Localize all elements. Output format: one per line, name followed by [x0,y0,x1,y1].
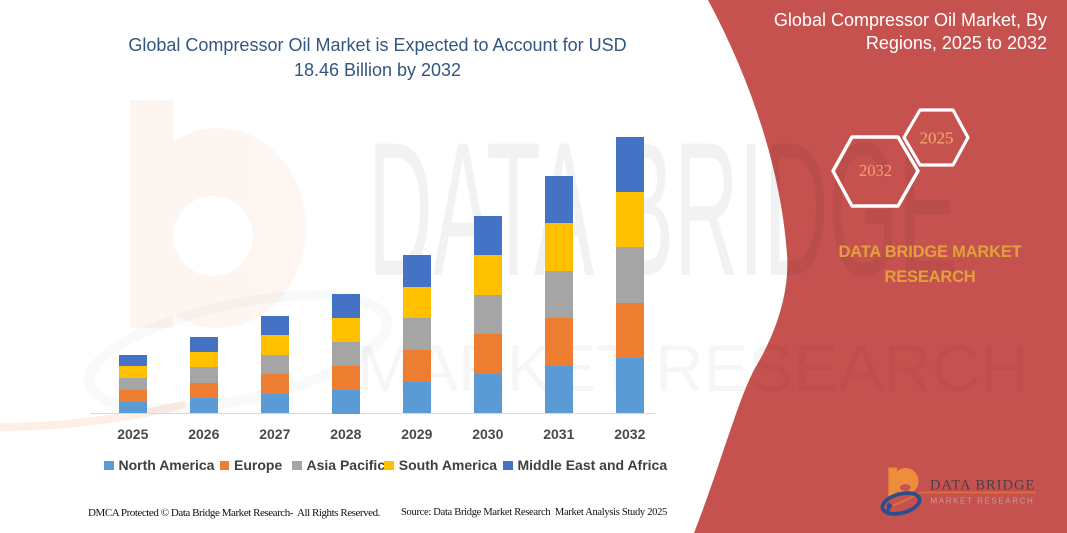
svg-text:MARKET RESEARCH: MARKET RESEARCH [357,331,1029,405]
svg-text:MARKET RESEARCH: MARKET RESEARCH [931,497,1035,506]
svg-text:2025: 2025 [920,129,954,148]
svg-text:2032: 2032 [859,161,892,180]
svg-text:DATA BRIDGE: DATA BRIDGE [930,478,1035,494]
